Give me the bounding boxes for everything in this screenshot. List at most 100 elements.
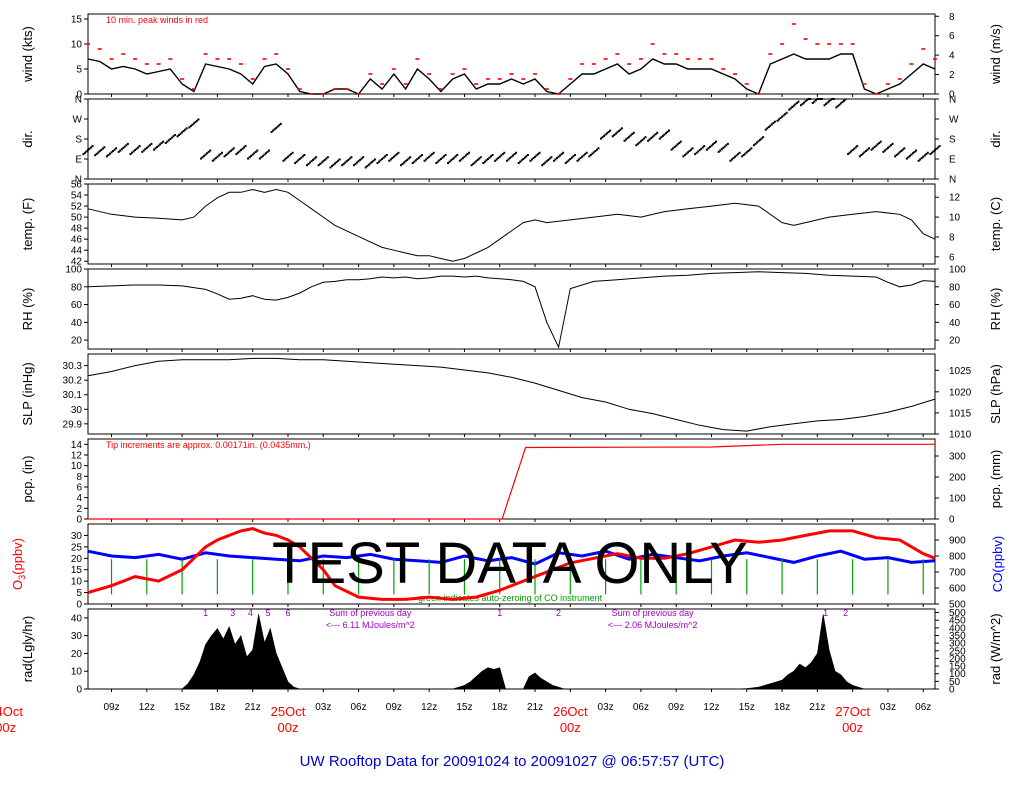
direction-point bbox=[369, 162, 372, 165]
direction-point bbox=[907, 156, 910, 159]
panel-frame bbox=[87, 183, 936, 265]
x-tick-label: 09z bbox=[668, 702, 684, 713]
direction-point bbox=[664, 132, 667, 135]
y2-tick-label: 1020 bbox=[949, 387, 972, 398]
direction-point bbox=[486, 158, 489, 160]
direction-point bbox=[722, 146, 725, 149]
time-axis: 09z 12z 15z 18z 21z 03z 06z 09z 12z 15z 18z 21z 03z 0… bbox=[0, 702, 931, 735]
direction-point bbox=[176, 135, 179, 138]
direction-point bbox=[157, 144, 160, 147]
direction-point bbox=[290, 153, 293, 156]
direction-point bbox=[495, 158, 498, 161]
direction-point bbox=[392, 155, 395, 158]
y2-tick-label: S bbox=[949, 135, 956, 146]
y2-tick-label: 20 bbox=[949, 336, 961, 347]
peak-wind-mark bbox=[344, 88, 349, 90]
y-tick-label: 10 bbox=[71, 40, 83, 51]
direction-point bbox=[807, 98, 810, 100]
direction-point bbox=[310, 160, 313, 163]
direction-point bbox=[545, 160, 548, 163]
direction-point bbox=[888, 145, 891, 148]
peak-wind-mark bbox=[556, 93, 561, 95]
direction-point bbox=[144, 148, 147, 151]
direction-point bbox=[747, 150, 750, 152]
direction-point bbox=[886, 146, 889, 149]
direction-point bbox=[458, 159, 461, 162]
direction-point bbox=[164, 142, 167, 144]
direction-point bbox=[391, 157, 394, 160]
direction-point bbox=[194, 121, 197, 124]
panel-frame bbox=[87, 438, 936, 520]
y-tick-label: 0 bbox=[76, 685, 82, 696]
direction-point bbox=[282, 159, 285, 162]
peak-wind-mark bbox=[685, 58, 690, 60]
direction-point bbox=[130, 151, 133, 154]
y-tick-label: 52 bbox=[71, 202, 83, 213]
direction-point bbox=[275, 126, 278, 129]
direction-point bbox=[905, 157, 908, 160]
direction-point bbox=[417, 156, 420, 159]
direction-point bbox=[823, 104, 826, 107]
direction-point bbox=[767, 126, 770, 128]
peak-wind-mark bbox=[356, 93, 361, 95]
direction-point bbox=[523, 156, 526, 159]
direction-point bbox=[620, 127, 623, 130]
hour-mark-label: 5 bbox=[265, 608, 270, 618]
direction-point bbox=[839, 102, 842, 105]
direction-point bbox=[897, 152, 900, 155]
direction-point bbox=[322, 160, 325, 163]
temp-series-line bbox=[87, 188, 936, 262]
y-axis-label: temp. (F) bbox=[20, 198, 35, 251]
direction-point bbox=[872, 147, 875, 150]
direction-point bbox=[235, 153, 238, 156]
direction-point bbox=[472, 162, 475, 165]
y-tick-label: 30 bbox=[71, 531, 83, 542]
direction-point bbox=[661, 134, 664, 137]
y-axis-label: wind (kts) bbox=[20, 26, 35, 83]
direction-point bbox=[595, 148, 598, 151]
direction-point bbox=[411, 162, 414, 164]
x-tick-label: 15z bbox=[739, 702, 755, 713]
y2-tick-label: 6 bbox=[949, 31, 955, 42]
y2-tick-label: 100 bbox=[949, 265, 966, 276]
direction-point bbox=[866, 148, 869, 151]
direction-point bbox=[784, 113, 787, 116]
direction-point bbox=[414, 159, 417, 162]
direction-point bbox=[251, 153, 254, 156]
direction-point bbox=[625, 138, 628, 141]
x-tick-label: 15z bbox=[456, 702, 472, 713]
direction-point bbox=[725, 144, 728, 147]
direction-point bbox=[276, 125, 279, 128]
direction-point bbox=[737, 153, 740, 156]
direction-point bbox=[294, 162, 297, 164]
direction-point bbox=[297, 159, 300, 162]
direction-point bbox=[162, 140, 165, 143]
y2-tick-label: 1010 bbox=[949, 430, 972, 441]
direction-point bbox=[745, 151, 748, 154]
y2-tick-label: N bbox=[949, 95, 956, 106]
direction-point bbox=[364, 166, 367, 169]
direction-point bbox=[544, 161, 547, 164]
direction-point bbox=[273, 128, 276, 131]
direction-point bbox=[217, 154, 220, 157]
peak-wind-mark bbox=[438, 88, 443, 90]
y-tick-label: 25 bbox=[71, 542, 83, 553]
day-time-label: 00z bbox=[842, 720, 863, 735]
peak-wind-mark bbox=[86, 43, 90, 45]
direction-point bbox=[226, 152, 229, 155]
y-axis-label: RH (%) bbox=[20, 288, 35, 331]
direction-point bbox=[873, 146, 876, 148]
direction-point bbox=[270, 130, 273, 133]
direction-point bbox=[853, 147, 856, 150]
direction-point bbox=[468, 151, 471, 154]
direction-point bbox=[734, 155, 737, 158]
direction-point bbox=[920, 157, 923, 160]
direction-point bbox=[460, 158, 463, 161]
direction-point bbox=[295, 160, 298, 163]
direction-point bbox=[730, 158, 733, 161]
direction-point bbox=[182, 130, 185, 132]
direction-point bbox=[522, 158, 525, 160]
direction-point bbox=[394, 154, 397, 157]
direction-point bbox=[169, 138, 172, 140]
